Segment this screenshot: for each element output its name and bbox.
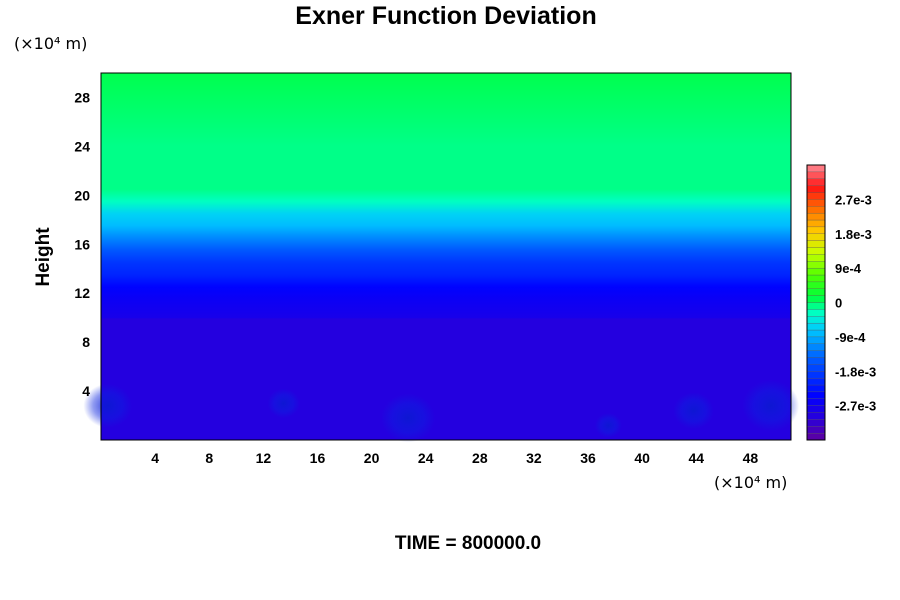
colorbar-swatch: [806, 226, 826, 234]
y-axis-label: Height: [33, 227, 54, 287]
low-anomaly: [594, 413, 622, 438]
plot-frame: [100, 72, 792, 441]
y-tick-label: 12: [74, 285, 90, 301]
colorbar-swatch: [806, 288, 826, 296]
plot-area: [83, 72, 800, 443]
colorbar-swatch: [806, 405, 826, 413]
colorbar-swatch: [806, 364, 826, 372]
colorbar-swatch: [806, 412, 826, 420]
colorbar-frame: [806, 164, 826, 441]
colorbar-swatch: [806, 398, 826, 406]
x-tick-label: 4: [151, 450, 159, 466]
y-tick-label: 20: [74, 187, 90, 203]
colorbar-ticks: 2.7e-3 1.8e-3 9e-4 0 -9e-4 -1.8e-3 -2.7e-3: [835, 192, 876, 413]
x-tick-label: 32: [526, 450, 542, 466]
colorbar-tick-label: 2.7e-3: [835, 192, 872, 207]
colorbar-swatch: [806, 419, 826, 427]
x-tick-label: 12: [256, 450, 272, 466]
y-tick-label: 4: [82, 383, 90, 399]
y-tick-label: 24: [74, 138, 90, 154]
contour-field: [101, 73, 791, 440]
colorbar-tick-label: 9e-4: [835, 261, 862, 276]
colorbar-swatch: [806, 377, 826, 386]
x-unit-label: (×10⁴ m): [714, 473, 787, 492]
colorbar-swatch: [806, 212, 826, 221]
colorbar-swatch: [806, 267, 826, 276]
y-tick-label: 8: [82, 334, 90, 350]
colorbar-swatch: [806, 261, 826, 269]
colorbar-swatch: [806, 329, 826, 338]
colorbar-swatch: [806, 426, 826, 434]
colorbar: [806, 164, 826, 441]
colorbar-swatch: [806, 295, 826, 303]
x-tick-label: 16: [310, 450, 326, 466]
colorbar-swatch: [806, 185, 826, 193]
y-tick-label: 16: [74, 236, 90, 252]
colorbar-swatch: [806, 178, 826, 186]
colorbar-swatch: [806, 309, 826, 317]
low-anomaly: [381, 393, 436, 443]
colorbar-swatch: [806, 336, 826, 344]
y-tick-label: 28: [74, 89, 90, 105]
x-tick-label: 24: [418, 450, 434, 466]
low-anomaly: [83, 383, 133, 428]
x-axis-ticks: 4 8 12 16 20 24 28 32 36 40 44 48: [151, 450, 758, 466]
low-anomaly: [742, 380, 800, 432]
x-tick-label: 8: [205, 450, 213, 466]
colorbar-swatch: [806, 302, 826, 310]
colorbar-swatch: [806, 316, 826, 324]
colorbar-tick-label: -2.7e-3: [835, 399, 876, 414]
colorbar-swatch: [806, 350, 826, 358]
colorbar-swatch: [806, 343, 826, 351]
colorbar-swatch: [806, 357, 826, 365]
colorbar-swatch: [806, 281, 826, 289]
time-label: TIME = 800000.0: [395, 533, 541, 554]
colorbar-swatch: [806, 247, 826, 255]
x-tick-label: 40: [634, 450, 650, 466]
colorbar-tick-label: -1.8e-3: [835, 364, 876, 379]
x-tick-label: 48: [743, 450, 759, 466]
x-tick-label: 36: [580, 450, 596, 466]
x-tick-label: 28: [472, 450, 488, 466]
colorbar-swatch: [806, 199, 826, 207]
low-anomaly: [267, 388, 300, 418]
x-tick-label: 20: [364, 450, 380, 466]
colorbar-swatch: [806, 391, 826, 399]
chart-title: Exner Function Deviation: [295, 2, 596, 30]
colorbar-swatch: [806, 274, 826, 283]
colorbar-swatch: [806, 240, 826, 248]
low-anomaly: [673, 392, 714, 429]
y-axis-ticks: 4 8 12 16 20 24 28: [74, 89, 90, 399]
colorbar-tick-label: -9e-4: [835, 330, 866, 345]
colorbar-tick-label: 0: [835, 296, 842, 311]
colorbar-swatch: [806, 219, 826, 228]
colorbar-swatch: [806, 171, 826, 179]
colorbar-swatch: [806, 206, 826, 214]
colorbar-swatch: [806, 254, 826, 262]
colorbar-swatch: [806, 371, 826, 379]
colorbar-swatch: [806, 384, 826, 393]
colorbar-swatch: [806, 432, 826, 441]
colorbar-swatch: [806, 192, 826, 200]
x-tick-label: 44: [689, 450, 705, 466]
colorbar-swatch: [806, 233, 826, 241]
colorbar-swatch: [806, 164, 826, 173]
colorbar-swatch: [806, 322, 826, 331]
low-anomalies: [83, 380, 800, 443]
colorbar-tick-label: 1.8e-3: [835, 227, 872, 242]
y-unit-label: (×10⁴ m): [14, 34, 87, 53]
